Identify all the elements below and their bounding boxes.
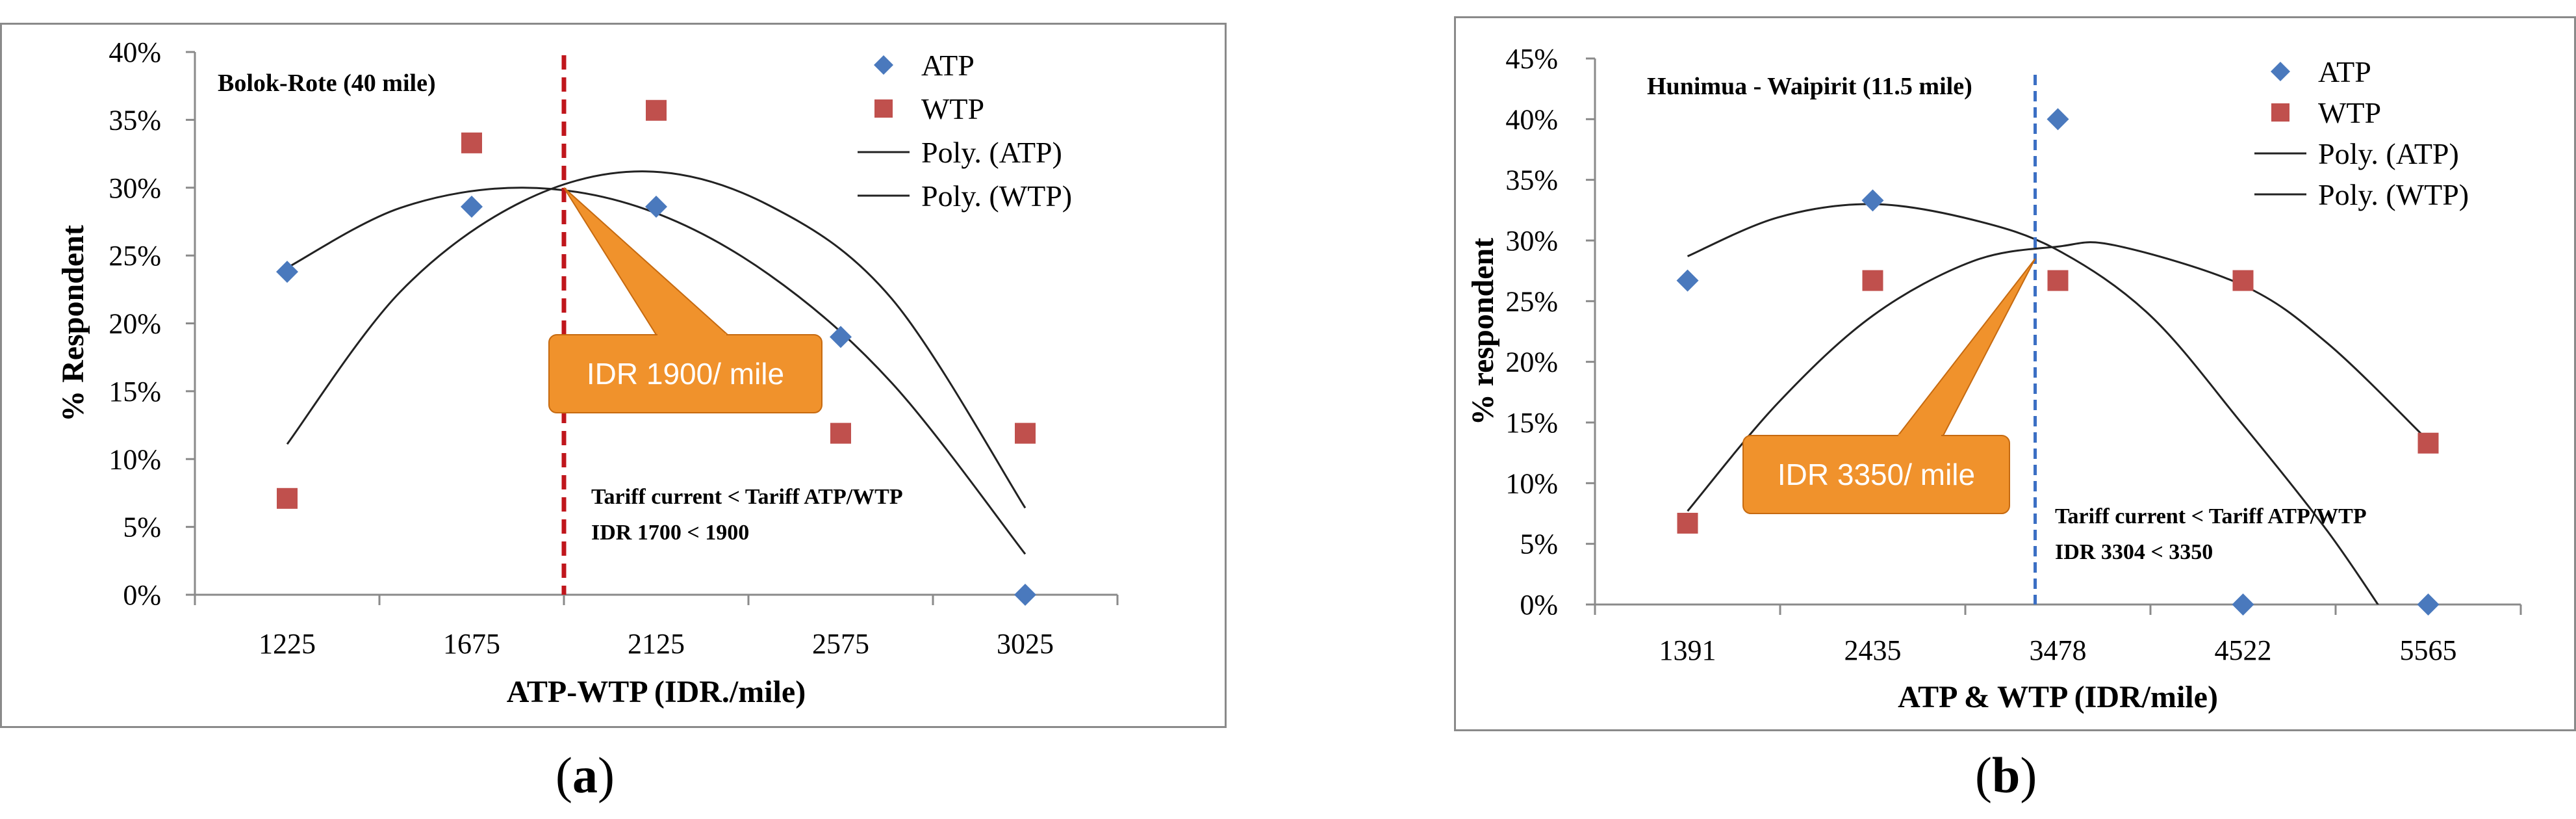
atp-point (276, 261, 298, 283)
legend-wtp-symbol (874, 99, 893, 118)
chart-panel-b (1454, 16, 2576, 731)
sublabel-a: (a) (555, 747, 615, 803)
y-tick-label: 0% (1520, 589, 1558, 621)
wtp-point (1677, 512, 1698, 534)
atp-point (645, 195, 667, 218)
x-tick-label: 4522 (2215, 634, 2272, 666)
y-axis-label: % respondent (1466, 238, 1500, 426)
y-tick-label: 40% (108, 36, 161, 68)
y-tick-label: 20% (108, 308, 161, 340)
tariff-note-line2: IDR 3304 < 3350 (2055, 540, 2213, 564)
wtp-point (830, 422, 851, 444)
wtp-point (2417, 432, 2439, 454)
legend-entry: WTP (921, 92, 984, 125)
y-tick-label: 0% (123, 579, 161, 611)
atp-point (461, 195, 483, 218)
tariff-note-line2: IDR 1700 < 1900 (591, 521, 749, 545)
x-tick-label: 3025 (997, 628, 1054, 660)
legend-entry: Poly. (WTP) (921, 179, 1072, 213)
legend-entry: Poly. (ATP) (2318, 137, 2459, 170)
callout-box (1742, 435, 2010, 514)
atp-point (830, 326, 852, 348)
tariff-note-line1: Tariff current < Tariff ATP/WTP (591, 485, 903, 509)
y-tick-label: 15% (108, 376, 161, 408)
wtp-point (646, 99, 667, 121)
y-tick-label: 35% (108, 104, 161, 136)
y-tick-label: 15% (1505, 407, 1558, 439)
trendline-wtp (1687, 241, 2429, 512)
atp-point (2417, 593, 2440, 616)
y-tick-label: 35% (1505, 164, 1558, 196)
atp-point (1676, 269, 1699, 292)
trendline-atp (1687, 203, 2379, 604)
y-tick-label: 10% (108, 443, 161, 475)
atp-point (2047, 108, 2069, 131)
y-axis-label: % Respondent (56, 225, 90, 422)
x-tick-label: 2575 (812, 628, 869, 660)
wtp-point (277, 488, 298, 509)
wtp-point (1862, 270, 1883, 291)
wtp-point (1015, 422, 1036, 444)
legend-wtp-symbol (2271, 103, 2289, 122)
chart-a: 0% 5% 10% 15% 20% 25% 30% 35% 40% 1225 1675 2125 257… (56, 36, 1119, 709)
legend-entry: ATP (2318, 55, 2371, 88)
y-tick-label: 25% (108, 240, 161, 272)
trendline-wtp (286, 170, 1027, 509)
callout-pointer (1895, 258, 2036, 437)
wtp-point (2047, 270, 2069, 291)
x-tick-label: 1391 (1659, 634, 1716, 666)
y-tick-label: 5% (123, 512, 161, 543)
chart-title: Hunimua - Waipirit (11.5 mile) (1647, 73, 1972, 100)
x-axis-label: ATP & WTP (IDR/mile) (1898, 680, 2218, 714)
atp-point (2232, 593, 2254, 616)
chart-title: Bolok-Rote (40 mile) (218, 70, 436, 97)
x-tick-label: 1675 (443, 628, 500, 660)
x-axis-label: ATP-WTP (IDR./mile) (507, 675, 806, 709)
legend-atp-symbol (2271, 62, 2290, 81)
chart-b: 0% 5% 10% 15% 20% 25% 30% 35% 40% 45% 1391 2435 3478… (1466, 43, 2522, 714)
x-tick-label: 5565 (2400, 634, 2457, 666)
x-tick-label: 1225 (259, 628, 316, 660)
x-tick-label: 3478 (2030, 634, 2087, 666)
wtp-point (2232, 270, 2254, 291)
y-tick-label: 20% (1505, 346, 1558, 378)
y-tick-label: 30% (1505, 225, 1558, 257)
y-tick-label: 5% (1520, 528, 1558, 560)
legend-atp-symbol (874, 55, 893, 75)
y-tick-label: 45% (1505, 43, 1558, 75)
y-tick-label: 10% (1505, 467, 1558, 499)
x-tick-label: 2125 (628, 628, 685, 660)
callout-label: IDR 3350/ mile (1778, 458, 1975, 491)
y-tick-label: 25% (1505, 285, 1558, 317)
x-tick-label: 2435 (1844, 634, 1902, 666)
tariff-note-line1: Tariff current < Tariff ATP/WTP (2055, 504, 2367, 528)
atp-point (1014, 584, 1036, 606)
y-tick-label: 40% (1505, 103, 1558, 135)
legend-entry: WTP (2318, 96, 2381, 129)
legend-entry: Poly. (ATP) (921, 136, 1062, 169)
legend-entry: ATP (921, 49, 975, 82)
legend-entry: Poly. (WTP) (2318, 178, 2469, 211)
wtp-point (461, 132, 482, 153)
callout-label: IDR 1900/ mile (587, 357, 784, 391)
y-tick-label: 30% (108, 172, 161, 204)
trendline-atp (287, 187, 1027, 555)
sublabel-b: (b) (1975, 747, 2037, 803)
atp-point (1861, 189, 1884, 212)
